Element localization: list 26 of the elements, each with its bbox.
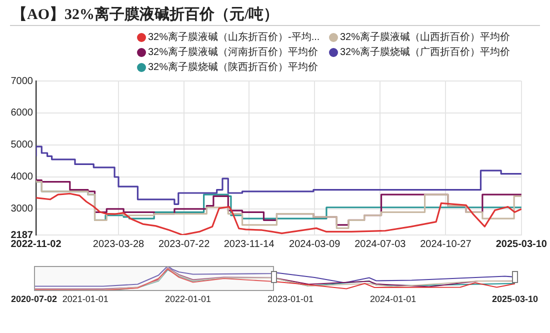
x-tick-label: 2021-01-01 bbox=[62, 294, 108, 304]
x-tick-label: 2023-11-14 bbox=[224, 238, 275, 250]
x-tick-label: 2023-07-22 bbox=[158, 238, 210, 250]
y-tick-label: 3000 bbox=[10, 204, 34, 215]
y-tick-label: 6000 bbox=[10, 108, 34, 119]
legend-label: 32%离子膜液碱（河南折百价）平均价 bbox=[147, 46, 320, 59]
chart-title: 【AO】32%离子膜液碱折百价（元/吨） bbox=[12, 5, 279, 24]
x-tick-label: 2020-07-02 bbox=[10, 294, 58, 304]
legend-label: 32%离子膜烧碱（广西折百价）平均价 bbox=[339, 46, 512, 59]
y-tick-label: 7000 bbox=[10, 76, 34, 87]
x-tick-label: 2024-01-01 bbox=[370, 294, 416, 304]
legend-label: 32%离子膜液碱（山东折百价）-平均... bbox=[147, 30, 321, 44]
x-tick-label: 2023-03-28 bbox=[92, 238, 145, 250]
x-tick-label: 2023-01-01 bbox=[267, 294, 314, 304]
x-tick-label: 2024-07-03 bbox=[354, 238, 406, 250]
x-tick-label: 2024-10-27 bbox=[420, 238, 472, 250]
legend-label: 32%离子膜烧碱（陕西折百价）平均价 bbox=[147, 60, 320, 74]
y-tick-label: 5000 bbox=[10, 140, 34, 151]
x-tick-label: 2022-01-01 bbox=[164, 294, 211, 304]
legend-label: 32%离子膜液碱（山西折百价）平均价 bbox=[339, 30, 512, 44]
x-tick-label: 2025-03-10 bbox=[492, 294, 538, 304]
x-tick-label: 2024-03-09 bbox=[289, 238, 341, 250]
x-tick-label: 2022-11-02 bbox=[10, 238, 62, 250]
y-tick-label: 4000 bbox=[10, 172, 34, 183]
x-tick-label: 2025-03-10 bbox=[496, 238, 548, 250]
y-tick-label: 2187 bbox=[10, 230, 34, 241]
